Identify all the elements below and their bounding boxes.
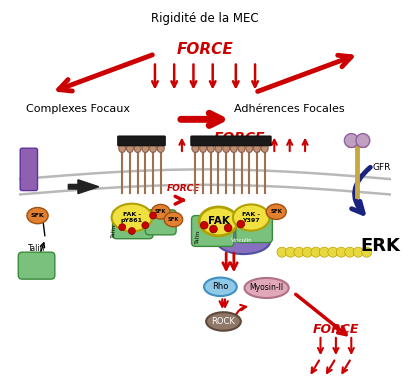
Text: Rigidité de la MEC: Rigidité de la MEC	[151, 12, 258, 25]
Circle shape	[285, 247, 295, 257]
Text: ERK: ERK	[360, 238, 399, 255]
Ellipse shape	[27, 208, 48, 224]
Text: FAK -
pY861: FAK - pY861	[121, 212, 142, 223]
Text: FORCE: FORCE	[167, 184, 200, 192]
Circle shape	[335, 247, 346, 257]
Ellipse shape	[134, 144, 141, 152]
Text: SFK: SFK	[155, 209, 166, 214]
Circle shape	[302, 247, 312, 257]
FancyArrow shape	[68, 180, 99, 194]
Circle shape	[355, 134, 369, 147]
Ellipse shape	[149, 144, 156, 152]
Circle shape	[224, 224, 231, 232]
Ellipse shape	[199, 207, 237, 236]
Ellipse shape	[222, 144, 229, 152]
Ellipse shape	[207, 144, 214, 152]
Text: ROCK: ROCK	[211, 317, 235, 326]
FancyBboxPatch shape	[235, 214, 272, 243]
Circle shape	[236, 220, 244, 228]
Ellipse shape	[199, 144, 206, 152]
Circle shape	[276, 247, 286, 257]
Text: Talin: Talin	[27, 244, 45, 253]
Circle shape	[319, 247, 328, 257]
Ellipse shape	[204, 278, 236, 296]
FancyBboxPatch shape	[191, 216, 233, 246]
Ellipse shape	[253, 144, 260, 152]
Ellipse shape	[157, 144, 164, 152]
Text: Talin: Talin	[195, 229, 201, 244]
Ellipse shape	[151, 204, 170, 219]
Ellipse shape	[111, 204, 152, 231]
Text: SFK: SFK	[31, 213, 44, 218]
Text: SFK: SFK	[270, 209, 281, 214]
Text: Vinculin: Vinculin	[230, 238, 252, 243]
Circle shape	[327, 247, 337, 257]
Text: Complexes Focaux: Complexes Focaux	[26, 104, 130, 114]
Text: Talin: Talin	[111, 224, 117, 238]
Text: GFR: GFR	[371, 163, 390, 172]
Ellipse shape	[230, 144, 237, 152]
Text: FORCE: FORCE	[312, 323, 358, 336]
Ellipse shape	[191, 144, 198, 152]
Circle shape	[119, 224, 126, 231]
Ellipse shape	[265, 204, 285, 219]
Text: FAK -
Y397: FAK - Y397	[242, 212, 260, 223]
Ellipse shape	[214, 144, 221, 152]
Circle shape	[149, 212, 156, 219]
Ellipse shape	[164, 212, 182, 227]
Text: FORCE: FORCE	[176, 42, 233, 57]
Ellipse shape	[261, 144, 267, 152]
Ellipse shape	[245, 144, 252, 152]
Ellipse shape	[206, 312, 240, 331]
Circle shape	[344, 247, 354, 257]
FancyBboxPatch shape	[112, 210, 153, 239]
Text: FORCE: FORCE	[213, 131, 265, 145]
Ellipse shape	[232, 204, 269, 231]
Text: SFK: SFK	[167, 217, 179, 222]
FancyBboxPatch shape	[18, 252, 55, 279]
FancyBboxPatch shape	[190, 136, 271, 146]
Ellipse shape	[119, 144, 126, 152]
Ellipse shape	[126, 144, 133, 152]
Circle shape	[293, 247, 303, 257]
Circle shape	[353, 247, 362, 257]
Text: Myosin-II: Myosin-II	[249, 283, 283, 293]
Text: Rho: Rho	[212, 282, 228, 291]
FancyBboxPatch shape	[20, 148, 38, 191]
Text: FAK: FAK	[207, 216, 229, 226]
Circle shape	[344, 134, 357, 147]
Circle shape	[142, 222, 148, 229]
Ellipse shape	[142, 144, 148, 152]
FancyBboxPatch shape	[117, 136, 165, 146]
Circle shape	[209, 225, 217, 233]
Circle shape	[200, 221, 208, 229]
Circle shape	[361, 247, 371, 257]
Ellipse shape	[216, 227, 270, 254]
Ellipse shape	[244, 278, 288, 298]
Circle shape	[128, 228, 135, 234]
Text: Adhérences Focales: Adhérences Focales	[234, 104, 344, 114]
Ellipse shape	[238, 144, 245, 152]
FancyBboxPatch shape	[145, 210, 176, 235]
Circle shape	[310, 247, 320, 257]
